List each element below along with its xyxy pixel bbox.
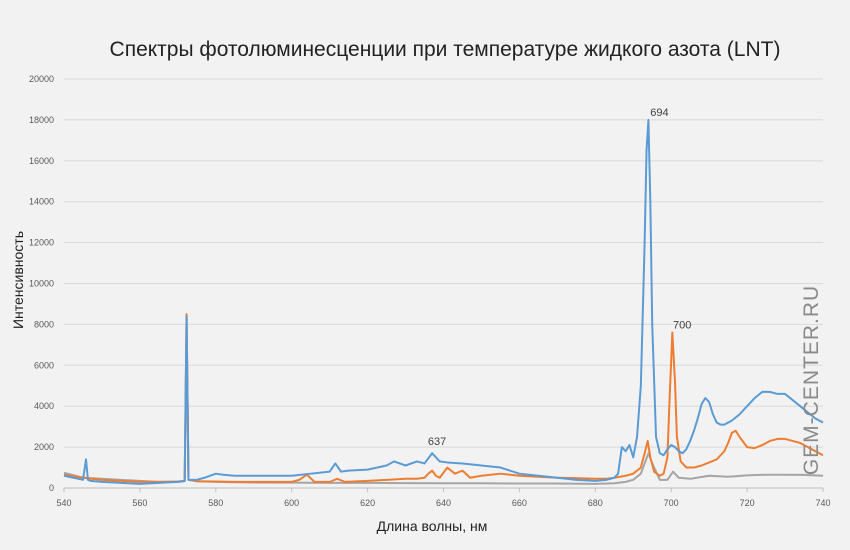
x-tick-label: 720 — [740, 498, 755, 508]
x-tick-label: 580 — [208, 498, 223, 508]
y-tick-label: 12000 — [29, 238, 54, 248]
annotation-layer: 637 694 700 — [428, 107, 691, 448]
watermark: GEM-CENTER.RU — [800, 284, 823, 476]
peak-annotation: 694 — [650, 107, 668, 119]
series-line-1 — [63, 313, 824, 483]
y-tick-label: 8000 — [34, 319, 54, 329]
x-tick-label: 680 — [588, 498, 603, 508]
series-layer — [63, 118, 824, 485]
y-tick-label: 14000 — [29, 197, 54, 207]
peak-annotation: 700 — [673, 320, 691, 332]
y-tick-label: 18000 — [29, 115, 54, 125]
x-tick-label: 560 — [132, 498, 147, 508]
peak-annotation: 637 — [428, 436, 446, 448]
series-line-0 — [63, 118, 824, 485]
x-axis-label: Длина волны, нм — [376, 518, 488, 534]
y-tick-label: 10000 — [29, 279, 54, 289]
axes-layer: 0 2000 4000 6000 8000 10000 12000 14000 16000 180… — [29, 74, 831, 508]
x-tick-label: 620 — [360, 498, 375, 508]
y-tick-label: 16000 — [29, 156, 54, 166]
x-tick-label: 740 — [815, 498, 830, 508]
x-tick-label: 700 — [664, 498, 679, 508]
x-tick-label: 540 — [56, 498, 71, 508]
y-tick-label: 20000 — [29, 74, 54, 84]
y-tick-label: 6000 — [34, 360, 54, 370]
y-tick-label: 2000 — [34, 442, 54, 452]
x-tick-label: 640 — [436, 498, 451, 508]
grid-layer — [64, 78, 823, 489]
x-tick-label: 660 — [512, 498, 527, 508]
y-tick-label: 0 — [49, 483, 54, 493]
x-tick-label: 600 — [284, 498, 299, 508]
chart-title: Спектры фотолюминесценции при температур… — [109, 38, 781, 61]
y-tick-label: 4000 — [34, 401, 54, 411]
